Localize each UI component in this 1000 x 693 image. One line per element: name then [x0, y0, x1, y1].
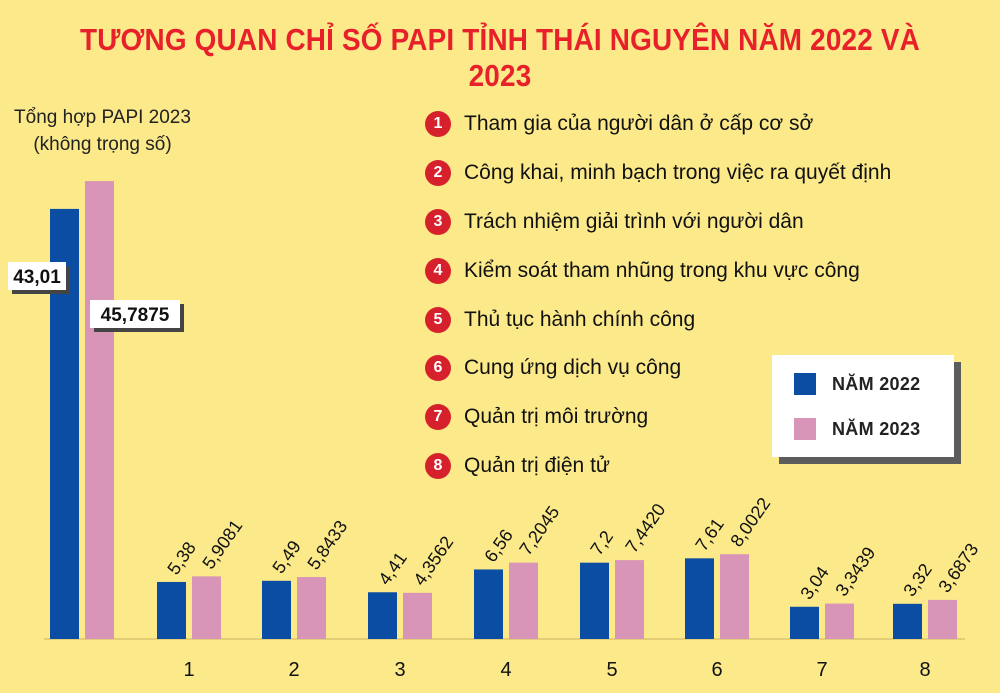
criteria-item-8: 8 Quản trị điện tử	[425, 442, 891, 491]
legend-swatch-2022	[794, 373, 816, 395]
category-label-6: 6	[711, 659, 722, 681]
value-box-total-2023	[90, 300, 180, 328]
value-label-total-2023: 45,7875	[101, 305, 170, 326]
value-label-criterion-1-2022: 5,38	[163, 538, 199, 578]
bar-criterion-4-2023	[509, 562, 538, 639]
value-label-criterion-8-2022: 3,32	[899, 560, 935, 600]
value-label-criterion-5-2022: 7,2	[586, 527, 617, 559]
criteria-text: Thủ tục hành chính công	[464, 307, 696, 331]
value-label-criterion-3-2023: 4,3562	[409, 533, 457, 590]
criteria-number-badge: 7	[425, 404, 451, 431]
criteria-item-6: 6 Cung ứng dịch vụ công	[425, 344, 891, 393]
bar-criterion-6-2022	[685, 558, 714, 639]
bar-criterion-2-2022	[262, 580, 291, 639]
legend-item-2023: NĂM 2023	[794, 418, 920, 440]
criteria-list: 1 Tham gia của người dân ở cấp cơ sở 2 Côn…	[425, 100, 891, 490]
value-label-criterion-5-2023: 7,4420	[621, 500, 669, 557]
bar-criterion-8-2023	[928, 599, 957, 639]
bar-criterion-1-2023	[192, 576, 221, 639]
criteria-text: Quản trị môi trường	[464, 405, 649, 429]
bar-criterion-5-2023	[615, 560, 644, 639]
value-label-criterion-4-2022: 6,56	[480, 526, 516, 566]
category-label-2: 2	[288, 659, 299, 681]
value-label-criterion-7-2022: 3,04	[796, 563, 832, 603]
bar-criterion-3-2022	[368, 592, 397, 639]
bar-criterion-5-2022	[580, 562, 609, 639]
legend-label-2023: NĂM 2023	[832, 418, 921, 439]
criteria-text: Quản trị điện tử	[464, 453, 610, 477]
bar-criterion-2-2023	[297, 577, 326, 639]
bar-criterion-1-2022	[157, 581, 186, 639]
bar-criterion-4-2022	[474, 569, 503, 639]
criteria-number-badge: 3	[425, 208, 451, 235]
value-label-criterion-6-2023: 8,0022	[726, 494, 774, 551]
criteria-number-badge: 1	[425, 111, 451, 138]
category-label-3: 3	[394, 659, 405, 681]
value-box-total-2022	[8, 262, 66, 290]
criteria-item-4: 4 Kiểm soát tham nhũng trong khu vực công	[425, 246, 891, 295]
legend-item-2022: NĂM 2022	[794, 373, 920, 395]
category-label-4: 4	[500, 659, 511, 681]
criteria-number-badge: 2	[425, 160, 451, 187]
legend: NĂM 2022 NĂM 2023	[772, 355, 954, 457]
value-label-criterion-1-2023: 5,9081	[198, 516, 246, 573]
criteria-number-badge: 5	[425, 306, 451, 333]
value-label-criterion-3-2022: 4,41	[374, 548, 410, 588]
legend-swatch-2023	[794, 418, 816, 440]
criteria-text: Cung ứng dịch vụ công	[464, 356, 682, 380]
value-label-criterion-6-2022: 7,61	[691, 514, 727, 554]
criteria-text: Công khai, minh bạch trong việc ra quyết…	[464, 161, 892, 185]
criteria-text: Trách nhiệm giải trình với người dân	[464, 209, 804, 233]
criteria-item-1: 1 Tham gia của người dân ở cấp cơ sở	[425, 100, 891, 149]
category-label-5: 5	[606, 659, 617, 681]
total-papi-label: Tổng hợp PAPI 2023 (không trọng số)	[0, 104, 205, 158]
criteria-item-7: 7 Quản trị môi trường	[425, 393, 891, 442]
bar-criterion-3-2023	[403, 592, 432, 639]
bar-criterion-6-2023	[720, 554, 749, 639]
criteria-number-badge: 6	[425, 355, 451, 382]
criteria-item-3: 3 Trách nhiệm giải trình với người dân	[425, 198, 891, 247]
category-label-7: 7	[816, 659, 827, 681]
criteria-text: Kiểm soát tham nhũng trong khu vực công	[464, 258, 860, 282]
value-label-criterion-7-2023: 3,3439	[831, 543, 879, 600]
bar-criterion-7-2023	[825, 603, 854, 639]
bar-criterion-7-2022	[790, 606, 819, 639]
category-label-1: 1	[183, 659, 194, 681]
bar-criterion-8-2022	[893, 603, 922, 639]
value-label-criterion-4-2023: 7,2045	[515, 502, 563, 559]
value-label-total-2022: 43,01	[13, 267, 61, 288]
chart-title: TƯƠNG QUAN CHỈ SỐ PAPI TỈNH THÁI NGUYÊN …	[79, 22, 920, 93]
criteria-item-2: 2 Công khai, minh bạch trong việc ra quyế…	[425, 149, 891, 198]
value-label-criterion-2-2022: 5,49	[268, 537, 304, 577]
total-papi-label-line2: (không trọng số)	[33, 134, 172, 155]
legend-label-2022: NĂM 2022	[832, 373, 921, 394]
category-label-8: 8	[919, 659, 930, 681]
criteria-number-badge: 8	[425, 452, 451, 479]
criteria-number-badge: 4	[425, 257, 451, 284]
value-label-criterion-2-2023: 5,8433	[303, 517, 351, 574]
total-papi-label-line1: Tổng hợp PAPI 2023	[14, 107, 191, 128]
bar-total-2023	[85, 181, 114, 639]
value-label-criterion-8-2023: 3,6873	[934, 540, 982, 597]
criteria-text: Tham gia của người dân ở cấp cơ sở	[464, 112, 814, 136]
criteria-item-5: 5 Thủ tục hành chính công	[425, 295, 891, 344]
